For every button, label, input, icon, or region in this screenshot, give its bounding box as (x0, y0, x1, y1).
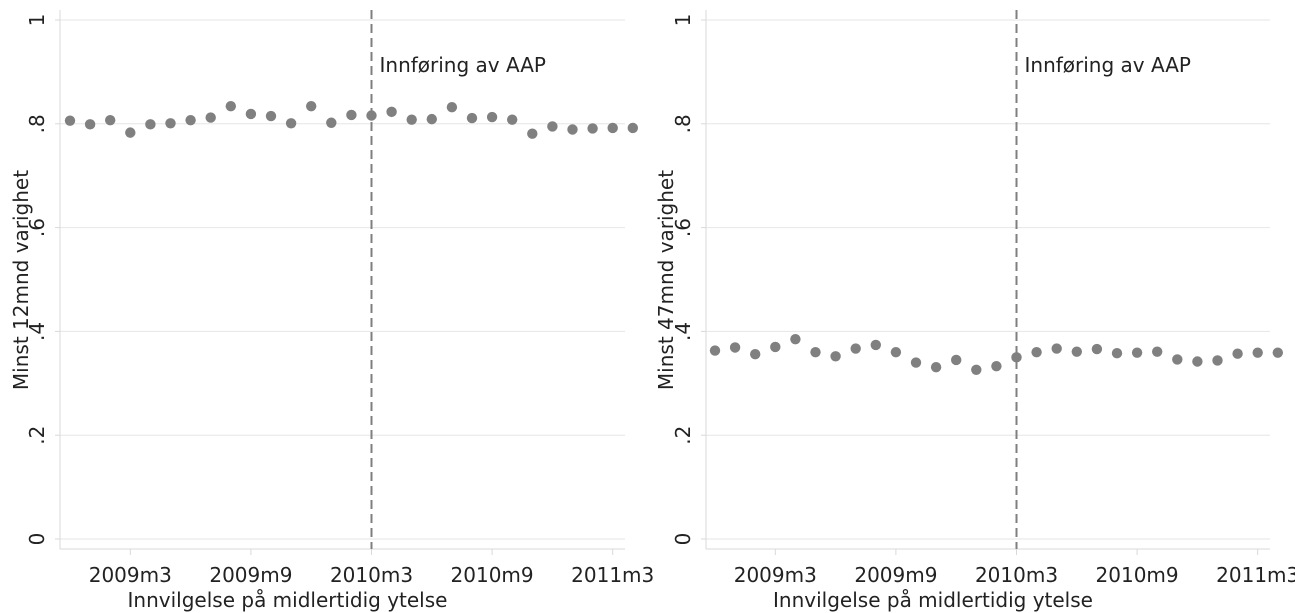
data-point (527, 128, 538, 139)
data-point (125, 127, 136, 138)
data-point (205, 112, 216, 123)
data-point (567, 124, 578, 135)
xtick-label: 2011m3 (571, 563, 654, 587)
data-point (991, 360, 1002, 372)
data-point (729, 342, 741, 353)
data-point (910, 357, 922, 368)
data-point (1212, 355, 1223, 366)
xtick-label: 2010m9 (1096, 563, 1179, 587)
data-point (607, 122, 618, 134)
data-point (326, 117, 337, 128)
y-axis-title: Minst 47mnd varighet (654, 170, 678, 390)
data-point (1111, 347, 1123, 359)
xtick-label: 2010m3 (975, 563, 1058, 587)
xtick-label: 2009m9 (854, 563, 937, 587)
data-point (1071, 346, 1083, 357)
data-point (830, 351, 841, 362)
ytick-label: 0 (25, 533, 49, 546)
data-point (627, 122, 638, 134)
data-point (507, 114, 518, 125)
xtick-label: 2010m9 (451, 563, 534, 587)
data-point (870, 339, 881, 351)
ytick-label: 1 (25, 14, 49, 27)
xtick-label: 2009m9 (209, 563, 292, 587)
panel-left: 0 .2 .4 .6 .8 1 2009m3 2009m9 2010m3 2010m9 2011m3… (9, 10, 654, 612)
ytick-label: .6 (671, 218, 695, 237)
panel-right: 0 .2 .4 .6 .8 1 2009m3 2009m9 2010m3 2010m9 2011m3… (654, 10, 1295, 612)
ytick-label: .8 (25, 114, 49, 133)
data-point (1172, 354, 1183, 365)
data-point (1091, 343, 1103, 355)
data-point (810, 346, 821, 358)
data-point (1031, 346, 1042, 358)
xtick-label: 2009m3 (734, 563, 817, 587)
data-point (306, 100, 317, 112)
data-point (165, 118, 176, 129)
data-point (285, 118, 297, 129)
data-point (790, 333, 801, 345)
data-point (951, 354, 962, 366)
data-point (1252, 347, 1263, 358)
data-point (587, 123, 598, 134)
data-point (105, 114, 116, 126)
ytick-label: .2 (25, 426, 49, 445)
data-point (245, 108, 257, 120)
data-point (466, 112, 478, 124)
data-point (64, 115, 76, 126)
data-point (709, 345, 721, 356)
data-point (930, 362, 942, 373)
data-point (1051, 343, 1062, 354)
ytick-label: .8 (671, 114, 695, 133)
ytick-label: .2 (671, 426, 695, 445)
xtick-label: 2011m3 (1216, 563, 1295, 587)
data-point (770, 341, 781, 353)
reference-line-label: Innføring av AAP (1025, 53, 1191, 77)
ytick-label: .6 (25, 218, 49, 237)
data-point (547, 121, 558, 132)
xtick-label: 2010m3 (330, 563, 413, 587)
data-point (225, 100, 236, 112)
data-point (1131, 347, 1143, 358)
ytick-label: .4 (671, 322, 695, 341)
data-point (1011, 352, 1022, 363)
data-point (971, 364, 982, 376)
data-point (750, 349, 761, 360)
ytick-label: 1 (671, 14, 695, 27)
ytick-label: .4 (25, 322, 49, 341)
data-point (346, 109, 357, 121)
data-point (486, 111, 498, 123)
data-point (84, 119, 96, 130)
data-point (1272, 347, 1284, 358)
data-point (185, 114, 196, 126)
xtick-label: 2009m3 (89, 563, 172, 587)
data-point (426, 113, 437, 125)
data-point (1232, 348, 1243, 359)
data-point (850, 343, 861, 354)
x-axis-title: Innvilgelse på midlertidig ytelse (773, 588, 1093, 612)
data-point (265, 110, 277, 122)
y-axis-title: Minst 12mnd varighet (9, 170, 33, 390)
data-point (366, 110, 377, 121)
data-point (406, 114, 417, 125)
data-point (890, 346, 902, 358)
data-point (1192, 356, 1203, 367)
data-point (145, 119, 156, 130)
x-axis-title: Innvilgelse på midlertidig ytelse (128, 588, 448, 612)
data-point (446, 101, 458, 113)
data-point (1152, 346, 1163, 357)
data-point (386, 106, 397, 118)
reference-line-label: Innføring av AAP (380, 53, 546, 77)
ytick-label: 0 (671, 533, 695, 546)
